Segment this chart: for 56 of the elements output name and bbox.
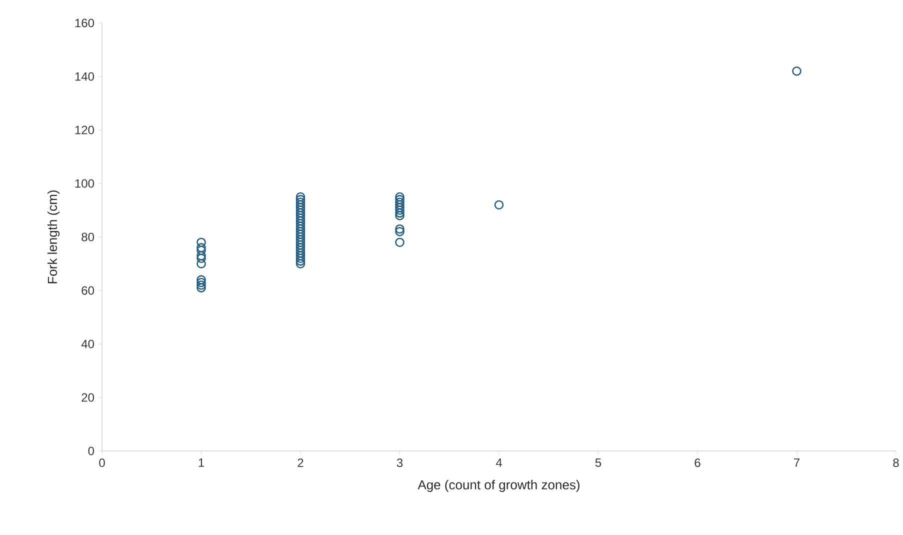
y-tick-label: 80 — [82, 232, 94, 242]
point — [196, 238, 206, 247]
point — [196, 243, 206, 252]
y-tick-label: 60 — [82, 286, 94, 295]
point — [395, 238, 404, 247]
point — [296, 198, 306, 207]
point — [296, 243, 306, 252]
point — [196, 254, 206, 264]
point — [395, 210, 404, 220]
point — [196, 280, 206, 290]
point — [296, 226, 306, 236]
point — [296, 235, 306, 244]
point — [792, 66, 802, 76]
point — [296, 194, 306, 204]
point — [395, 198, 404, 207]
point — [296, 210, 306, 220]
point — [296, 200, 306, 210]
y-tick-label: 40 — [81, 340, 94, 348]
point — [296, 202, 306, 212]
point — [296, 256, 306, 266]
point — [395, 208, 404, 218]
point — [494, 200, 504, 210]
y-tick-label: 120 — [75, 126, 94, 134]
point — [395, 206, 404, 215]
point — [196, 259, 206, 268]
point — [296, 218, 306, 228]
point — [196, 278, 206, 288]
point — [296, 259, 306, 268]
point — [395, 226, 404, 236]
y-tick-label: 100 — [75, 179, 94, 188]
x-tick-label: 5 — [595, 458, 602, 467]
y-tick-label: 160 — [75, 18, 94, 28]
y-tick-label: 140 — [75, 72, 94, 81]
x-tick-label: 4 — [496, 458, 502, 467]
x-tick-label: 7 — [794, 458, 800, 467]
x-tick-label: 8 — [893, 458, 899, 468]
point — [296, 192, 306, 202]
x-tick-label: 0 — [99, 458, 105, 468]
x-tick-label: 6 — [694, 458, 700, 468]
point — [196, 246, 206, 256]
point — [395, 224, 404, 234]
x-tick-label: 3 — [396, 458, 403, 468]
point — [296, 208, 306, 218]
point — [196, 283, 206, 292]
point — [395, 192, 404, 202]
x-tick-label: 2 — [298, 458, 304, 467]
y-axis-title: Fork length (cm) — [47, 190, 60, 284]
x-axis-title: Age (count of growth zones) — [418, 480, 580, 492]
point — [296, 248, 306, 258]
y-tick-label: 20 — [82, 393, 94, 402]
point — [395, 194, 404, 204]
point — [296, 254, 306, 264]
y-tick-label: 0 — [88, 446, 94, 456]
x-tick-label: 1 — [198, 458, 204, 467]
point — [196, 251, 206, 260]
point — [196, 275, 206, 284]
